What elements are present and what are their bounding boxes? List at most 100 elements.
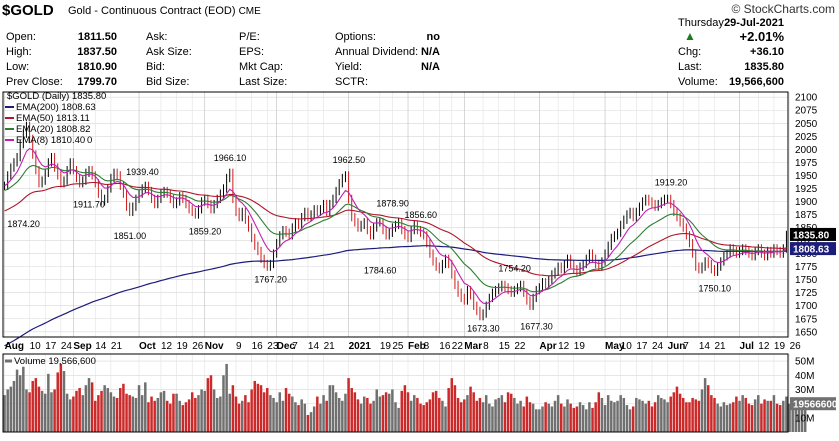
volume-bar: [178, 400, 181, 432]
high-label: High:: [6, 46, 32, 58]
volume-bar: [494, 399, 497, 432]
volume-bar: [122, 383, 125, 432]
volume-bar: [241, 400, 244, 432]
time-tick-label: Oct: [139, 341, 156, 352]
volume-bar: [31, 380, 34, 432]
date-label: 29-Jul-2021: [724, 17, 784, 29]
volume-bar: [125, 393, 128, 432]
volume-bar: [400, 390, 404, 432]
price-tick-label: 1750: [795, 275, 818, 286]
chg-label: Chg:: [678, 46, 702, 58]
volume-bar: [450, 378, 454, 432]
volume-bar: [28, 392, 31, 432]
high-value: 1837.50: [77, 46, 117, 58]
time-tick-label: 19: [774, 341, 786, 352]
ema200-tag: 1808.63: [793, 245, 830, 256]
volume-bar: [278, 392, 282, 432]
volume-bar: [441, 400, 444, 432]
volume-bar: [669, 396, 672, 432]
volume-bar: [750, 405, 754, 432]
volume-bar: [144, 382, 147, 432]
volume-bar: [747, 403, 751, 432]
volume-bar: [322, 395, 325, 432]
volume-bar: [628, 409, 632, 432]
volume-bar: [782, 400, 785, 432]
volume-bar: [103, 385, 106, 432]
instrument-title: Gold - Continuous Contract (EOD) CME: [68, 5, 261, 17]
dividend-value: N/A: [421, 46, 440, 58]
volume-bar: [219, 396, 222, 432]
volume-bar: [685, 402, 688, 432]
volume-bar: [275, 402, 278, 432]
volume-bar: [344, 393, 347, 432]
volume-bar: [622, 397, 626, 432]
time-tick-label: 22: [452, 341, 464, 352]
volume-bar: [663, 399, 666, 432]
last-label: Last:: [678, 61, 702, 73]
volume-bar: [75, 390, 78, 432]
volume-bar: [625, 405, 629, 432]
volume-bar: [97, 395, 100, 432]
time-tick-label: 16: [252, 341, 264, 352]
prev-close-value: 1799.70: [77, 76, 117, 88]
price-tick-label: 1925: [795, 184, 818, 195]
volume-bar: [775, 403, 779, 432]
volume-bar: [560, 403, 563, 432]
time-tick-label: Aug: [5, 341, 24, 352]
ema8-line: [4, 147, 787, 305]
volume-bar: [666, 402, 669, 432]
volume-bar: [528, 402, 532, 432]
volume-bar: [797, 405, 801, 432]
volume-bar: [606, 395, 610, 432]
volume-bar: [444, 406, 447, 432]
pe-label: P/E:: [239, 31, 260, 43]
grid-lines: [3, 92, 790, 432]
volume-bar: [234, 396, 238, 432]
volume-bar: [456, 397, 460, 432]
legend-volume: Volume 19,566,600: [14, 356, 96, 367]
volume-bar: [491, 406, 494, 432]
price-frame: [2, 91, 789, 338]
price-annotation: 1851.00: [114, 231, 147, 241]
volume-bar: [381, 395, 385, 432]
volume-bar: [391, 389, 394, 432]
volume-bar: [72, 396, 75, 432]
volume-bar: [187, 399, 191, 432]
volume-bar: [763, 399, 766, 432]
volume-bar: [328, 385, 332, 432]
volume-panel: [3, 363, 807, 432]
time-tick-label: 21: [324, 341, 336, 352]
volume-bar: [566, 399, 569, 432]
price-tick-label: 1875: [795, 210, 818, 221]
volume-bar: [469, 386, 472, 432]
price-panel: [4, 121, 787, 347]
time-tick-label: Dec: [277, 341, 296, 352]
volume-bar: [619, 395, 622, 432]
volume-bar: [703, 378, 707, 432]
volume-tick-label: 40M: [795, 371, 814, 382]
volume-bar: [394, 402, 397, 432]
volume-bar: [616, 400, 619, 432]
time-tick-label: 10: [30, 341, 42, 352]
time-tick-label: 12: [558, 341, 570, 352]
volume-bar: [266, 388, 269, 432]
volume-bar: [81, 395, 85, 432]
time-tick-label: May: [605, 341, 625, 352]
volume-bar: [610, 400, 613, 432]
open-label: Open:: [6, 31, 36, 43]
time-tick-label: 7: [683, 341, 689, 352]
volume-bar: [300, 399, 303, 432]
volume-bar: [766, 400, 769, 432]
volume-bar: [550, 406, 554, 432]
prev-close-label: Prev Close:: [6, 76, 63, 88]
time-tick-label: Nov: [205, 341, 224, 352]
volume-bar: [350, 388, 353, 432]
volume-bar: [563, 406, 566, 432]
volume-bar: [359, 403, 363, 432]
price-tick-label: 1900: [795, 197, 818, 208]
time-tick-label: 24: [61, 341, 73, 352]
volume-bar: [253, 380, 257, 432]
volume-bar: [463, 399, 466, 432]
volume-bar: [419, 403, 422, 432]
